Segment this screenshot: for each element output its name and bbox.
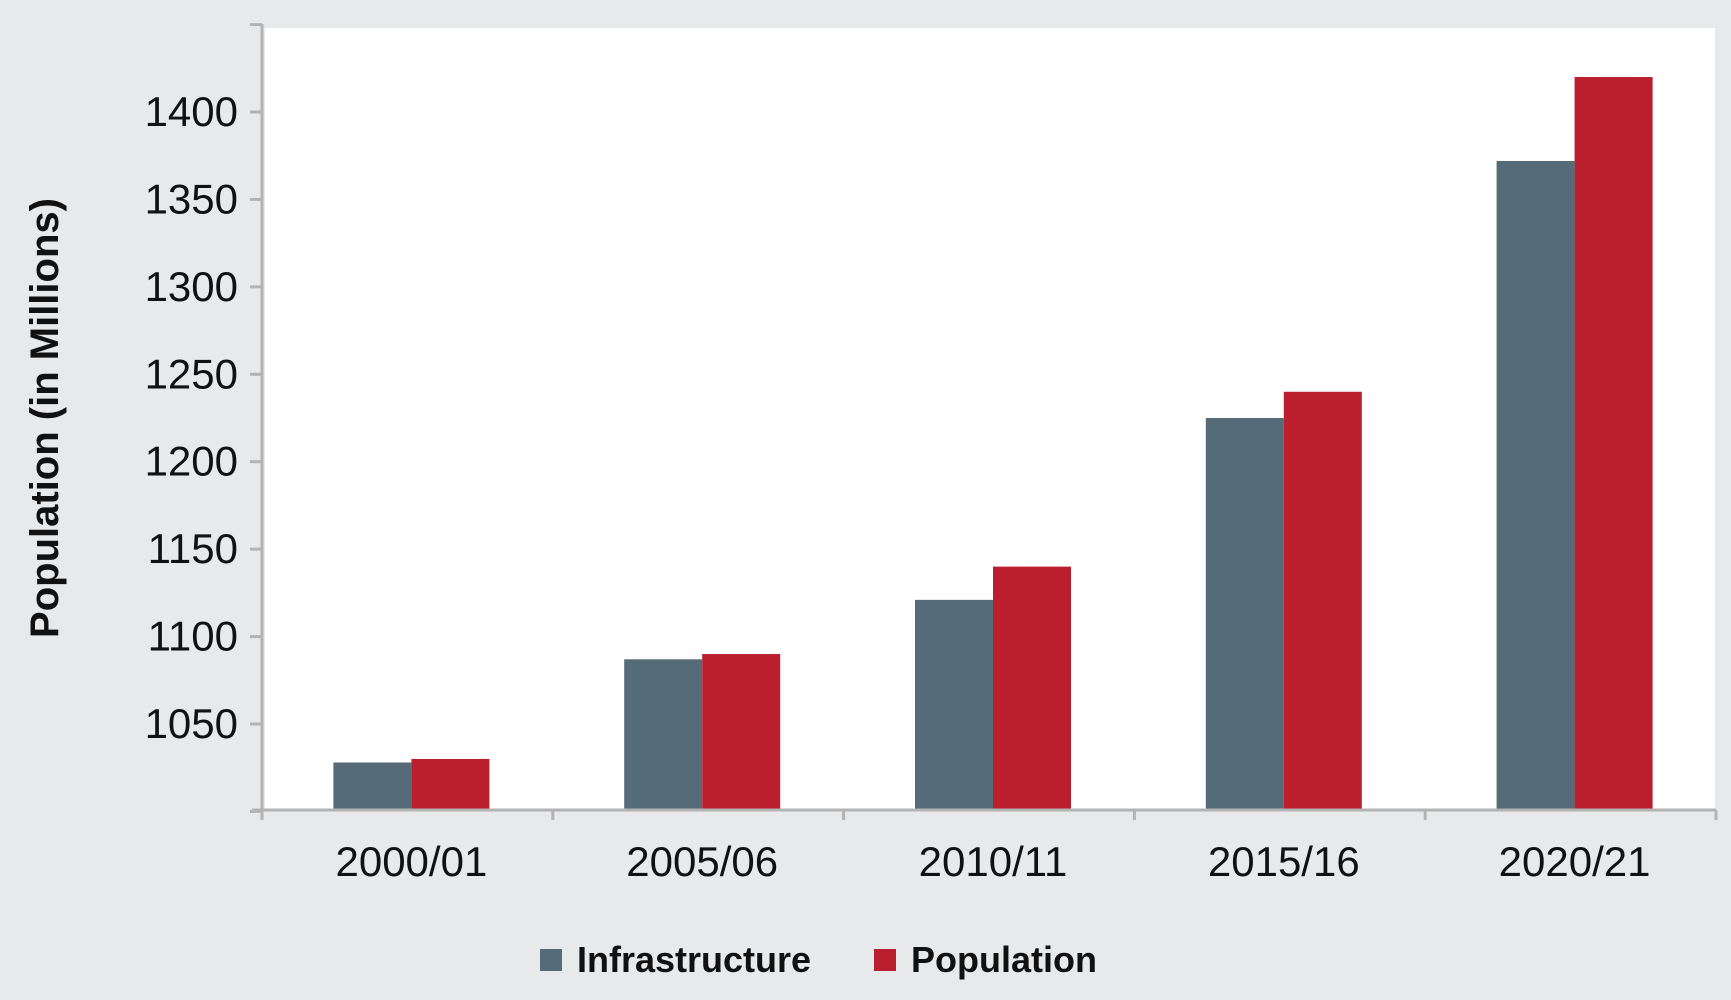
legend-label-infrastructure: Infrastructure: [577, 939, 811, 980]
axes-group: [252, 24, 1716, 812]
y-tick-label: 1400: [145, 88, 238, 135]
bar-population-2010-11: [993, 566, 1071, 810]
legend-swatch-infrastructure: [540, 949, 562, 971]
y-tick-label: 1100: [148, 613, 238, 660]
bar-infrastructure-2020-21: [1496, 160, 1575, 810]
x-tick-label: 2005/06: [626, 838, 778, 885]
y-tick-label: 1150: [148, 525, 238, 572]
legend: Infrastructure Population: [540, 939, 1097, 980]
y-tick-label: 1200: [145, 438, 238, 485]
y-tick-label: 1350: [145, 175, 238, 222]
legend-swatch-population: [874, 949, 896, 971]
bar-infrastructure-2005-06: [624, 659, 703, 810]
legend-label-population: Population: [911, 939, 1097, 980]
ticks-group: 1050 1100 1150 1200 1250 1300 1350 1400 2000/01 2…: [145, 23, 1718, 885]
y-axis-label: Population (in Millions): [23, 198, 67, 638]
x-tick-label: 2020/21: [1499, 838, 1651, 885]
y-tick-label: 1300: [145, 263, 238, 310]
bar-infrastructure-2010-11: [915, 599, 993, 810]
bar-population-2005-06: [702, 654, 781, 810]
bar-population-2000-01: [411, 758, 490, 810]
bars-group: [333, 77, 1653, 811]
y-tick-label: 1050: [145, 700, 238, 747]
bar-infrastructure-2000-01: [333, 762, 412, 810]
x-tick-label: 2015/16: [1208, 838, 1360, 885]
x-tick-label: 2010/11: [919, 838, 1068, 885]
x-tick-label: 2000/01: [335, 838, 487, 885]
bar-population-2015-16: [1283, 391, 1362, 810]
bar-infrastructure-2015-16: [1205, 418, 1284, 810]
bar-population-2020-21: [1574, 77, 1653, 811]
y-tick-label: 1250: [145, 350, 238, 397]
